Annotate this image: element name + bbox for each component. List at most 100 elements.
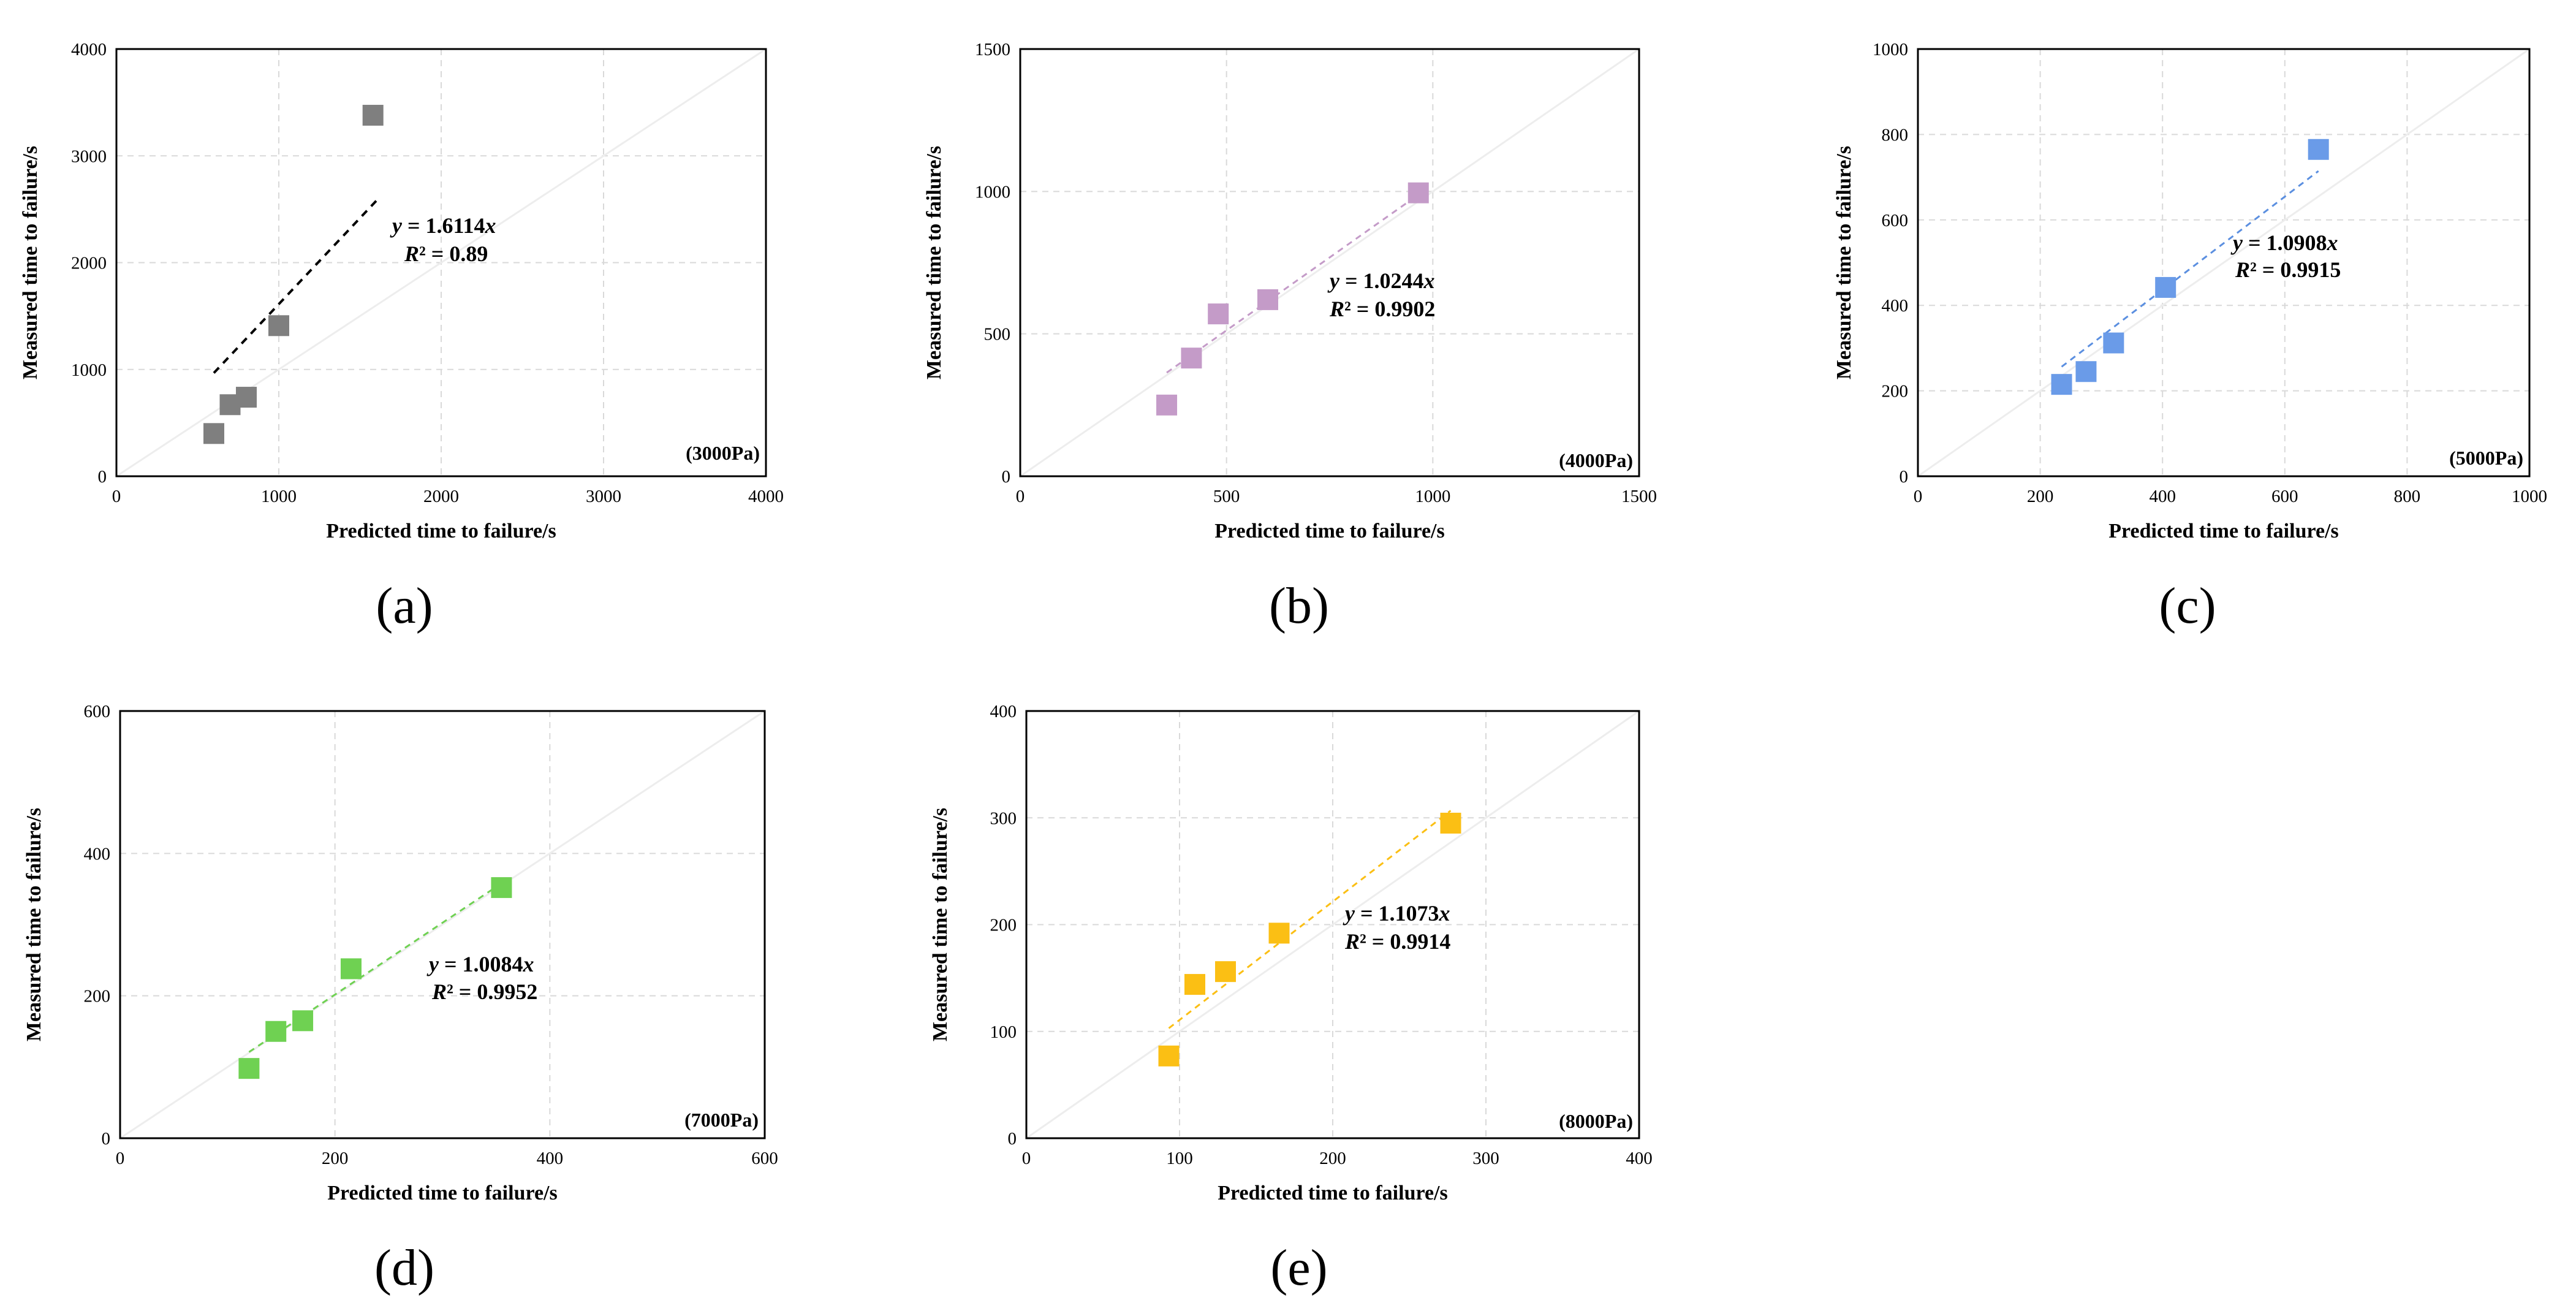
data-point [265, 1021, 287, 1042]
plot-frame [1917, 48, 2531, 477]
y-tick-label: 200 [990, 916, 1017, 935]
chart-d-svg: 0 200 400 600 0 200 400 600 Predicted time to … [23, 702, 778, 1204]
y-ticks: 0 1000 2000 3000 4000 [71, 40, 107, 487]
x-tick-label: 1000 [2512, 487, 2547, 506]
data-point [2308, 139, 2329, 160]
fit-equation: y = 1.0908x [2230, 230, 2338, 255]
data-point [1215, 961, 1236, 983]
eq-rest: = 1.0084 [439, 952, 523, 976]
data-point [238, 1058, 260, 1079]
data-point [203, 423, 224, 444]
y-tick-label: 0 [1008, 1129, 1017, 1149]
fit-line [2061, 170, 2319, 368]
fit-equation: y = 1.0244x [1327, 268, 1435, 293]
y-tick-label: 2000 [71, 254, 107, 273]
x-axis-label: Predicted time to failure/s [326, 520, 556, 542]
x-axis-label: Predicted time to failure/s [327, 1182, 557, 1204]
y-tick-label: 300 [990, 808, 1017, 828]
y-tick-label: 4000 [71, 40, 107, 59]
y-tick-label: 200 [84, 987, 111, 1006]
eq-x: x [2327, 230, 2338, 255]
y-axis-label: Measured time to failure/s [19, 146, 42, 379]
y-tick-label: 1000 [1873, 40, 1908, 59]
y-tick-label: 200 [1882, 382, 1909, 401]
r2-var: R [431, 979, 447, 1004]
x-tick-label: 400 [537, 1149, 564, 1168]
r2-var: R [1329, 297, 1344, 321]
eq-var: y [1327, 268, 1340, 293]
y-tick-label: 400 [990, 702, 1017, 721]
eq-rest: = 1.6114 [402, 213, 485, 238]
data-point [1184, 974, 1205, 995]
eq-x: x [523, 952, 534, 976]
eq-rest: = 1.1073 [1355, 901, 1439, 926]
data-point [1158, 1045, 1180, 1067]
y-tick-label: 1000 [71, 360, 107, 380]
fit-equation: y = 1.0084x [426, 952, 534, 976]
y-tick-label: 100 [990, 1022, 1017, 1042]
pressure-label: (8000Pa) [1559, 1110, 1633, 1132]
x-axis-label: Predicted time to failure/s [2108, 520, 2338, 542]
points [238, 877, 512, 1079]
eq-x: x [1439, 901, 1450, 926]
x-ticks: 0 100 200 300 400 [1022, 1149, 1653, 1168]
x-tick-label: 1500 [1621, 487, 1657, 506]
x-tick-label: 1000 [1415, 487, 1450, 506]
panel-label: (c) [2159, 577, 2216, 634]
r2-var: R [404, 241, 419, 266]
data-point [1440, 812, 1461, 834]
chart-panel-e: 0 100 200 300 400 0 100 200 300 400 Predicted ti… [858, 662, 1716, 1308]
y-axis-label: Measured time to failure/s [923, 146, 945, 379]
reference-line [1020, 48, 1640, 477]
x-tick-label: 200 [322, 1149, 349, 1168]
fit-line [1168, 810, 1452, 1029]
data-point [1257, 289, 1278, 310]
fit-equation: y = 1.6114x [390, 213, 496, 238]
x-tick-label: 0 [1914, 487, 1923, 506]
fit-line [213, 200, 377, 374]
y-ticks: 0 200 400 600 [84, 702, 111, 1149]
data-point [491, 877, 512, 899]
y-ticks: 0 200 400 600 800 1000 [1873, 40, 1908, 487]
r2-var: R [1344, 929, 1360, 954]
y-tick-label: 600 [84, 702, 111, 721]
gridlines [1918, 49, 2529, 476]
data-point [340, 958, 362, 979]
reference-line [1917, 48, 2530, 477]
x-axis-label: Predicted time to failure/s [1214, 520, 1444, 542]
r2-rest: ² = 0.9902 [1344, 297, 1435, 321]
x-tick-label: 0 [1022, 1149, 1031, 1168]
eq-x: x [485, 213, 496, 238]
y-ticks: 0 500 1000 1500 [975, 40, 1010, 487]
chart-b-svg: 0 500 1000 1500 0 500 1000 1500 Predicted time… [923, 40, 1657, 542]
fit-equation: y = 1.1073x [1343, 901, 1450, 926]
data-point [236, 387, 257, 408]
r-squared: R² = 0.9914 [1344, 929, 1450, 954]
y-axis-label: Measured time to failure/s [929, 808, 952, 1041]
gridlines [120, 711, 765, 1138]
data-point [292, 1010, 314, 1032]
data-point [2075, 361, 2097, 382]
points [2051, 139, 2329, 395]
chart-a-svg: 0 1000 2000 3000 4000 0 1000 2000 3000 4000 Pred… [19, 40, 784, 542]
pressure-label: (7000Pa) [684, 1109, 759, 1131]
eq-var: y [2230, 230, 2243, 255]
x-tick-label: 2000 [423, 487, 459, 506]
y-tick-label: 0 [98, 467, 107, 487]
data-point [2155, 276, 2176, 298]
x-ticks: 0 500 1000 1500 [1016, 487, 1657, 506]
x-tick-label: 200 [2027, 487, 2054, 506]
y-ticks: 0 100 200 300 400 [990, 702, 1017, 1149]
x-tick-label: 500 [1213, 487, 1240, 506]
data-point [2051, 374, 2072, 395]
y-tick-label: 0 [102, 1129, 111, 1149]
r2-var: R [2235, 257, 2250, 282]
y-tick-label: 1000 [975, 182, 1010, 202]
plot-frame [119, 710, 766, 1139]
fit-line [1166, 194, 1419, 374]
x-ticks: 0 200 400 600 [116, 1149, 778, 1168]
y-axis-label: Measured time to failure/s [1833, 146, 1855, 379]
x-tick-label: 200 [1319, 1149, 1346, 1168]
x-ticks: 0 200 400 600 800 1000 [1914, 487, 2547, 506]
x-tick-label: 3000 [586, 487, 621, 506]
